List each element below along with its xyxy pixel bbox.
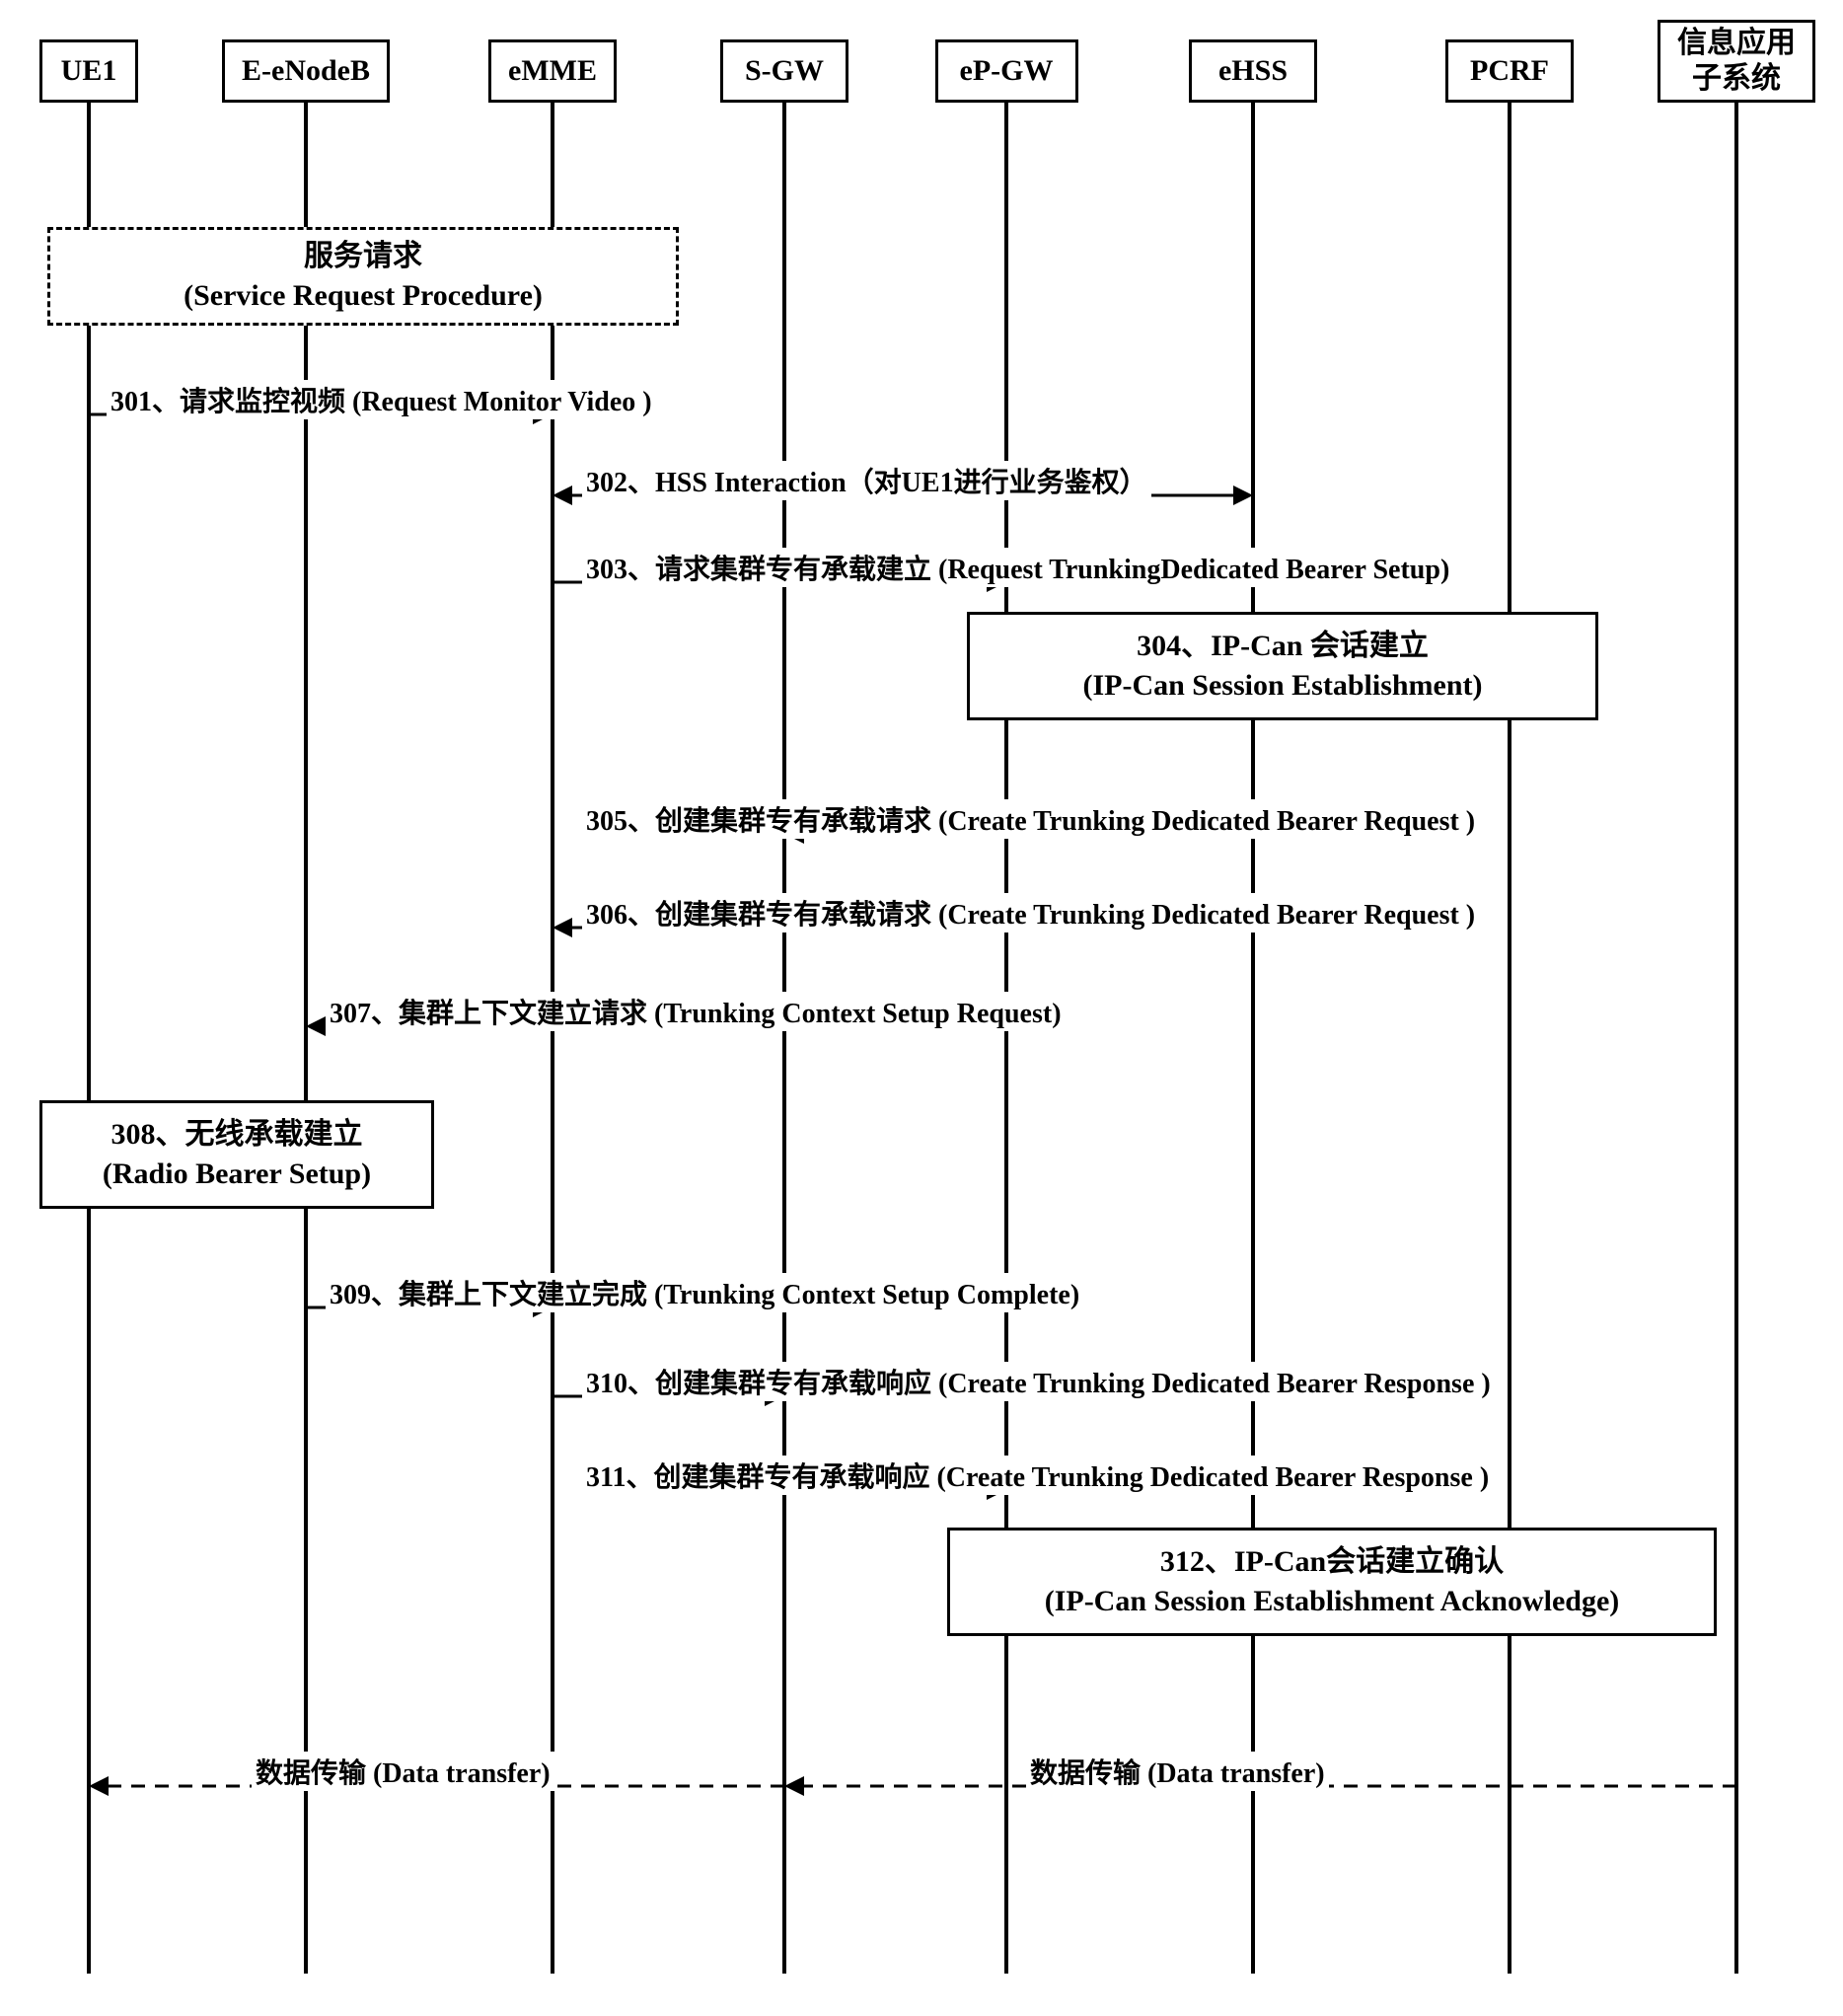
actor-epgw: eP-GW	[935, 39, 1078, 103]
box-srv-req: 服务请求(Service Request Procedure)	[47, 227, 679, 326]
actor-emme: eMME	[488, 39, 617, 103]
lifeline-pcrf	[1508, 103, 1511, 1974]
arrow-label-dt2: 数据传输 (Data transfer)	[1026, 1752, 1329, 1791]
lifeline-app	[1734, 103, 1738, 1974]
arrow-label-a310: 310、创建集群专有承载响应 (Create Trunking Dedicate…	[582, 1362, 1495, 1401]
arrow-label-a306: 306、创建集群专有承载请求 (Create Trunking Dedicate…	[582, 893, 1479, 933]
arrow-label-a311: 311、创建集群专有承载响应 (Create Trunking Dedicate…	[582, 1456, 1493, 1495]
lifeline-ehss	[1251, 103, 1255, 1974]
arrow-label-dt1: 数据传输 (Data transfer)	[252, 1752, 554, 1791]
actor-sgw: S-GW	[720, 39, 848, 103]
lifeline-ue1	[87, 103, 91, 1974]
box-ipcan2: 312、IP-Can会话建立确认(IP-Can Session Establis…	[947, 1528, 1717, 1636]
arrow-label-a309: 309、集群上下文建立完成 (Trunking Context Setup Co…	[326, 1273, 1083, 1312]
arrow-label-a301: 301、请求监控视频 (Request Monitor Video )	[107, 380, 656, 419]
actor-pcrf: PCRF	[1445, 39, 1574, 103]
box-ipcan1: 304、IP-Can 会话建立(IP-Can Session Establish…	[967, 612, 1598, 720]
box-rrb: 308、无线承载建立(Radio Bearer Setup)	[39, 1100, 434, 1209]
sequence-diagram: UE1 E-eNodeB eMME S-GW eP-GW eHSS PCRF 信息应用子系统服…	[20, 20, 1843, 1996]
actor-enb: E-eNodeB	[222, 39, 390, 103]
actor-ue1: UE1	[39, 39, 138, 103]
arrow-label-a307: 307、集群上下文建立请求 (Trunking Context Setup Re…	[326, 992, 1066, 1031]
arrow-label-a305: 305、创建集群专有承载请求 (Create Trunking Dedicate…	[582, 799, 1479, 839]
arrow-label-a302: 302、HSS Interaction（对UE1进行业务鉴权）	[582, 461, 1151, 500]
actor-app: 信息应用子系统	[1658, 20, 1815, 103]
lifeline-epgw	[1004, 103, 1008, 1974]
arrow-label-a303: 303、请求集群专有承载建立 (Request TrunkingDedicate…	[582, 548, 1453, 587]
actor-ehss: eHSS	[1189, 39, 1317, 103]
lifeline-sgw	[782, 103, 786, 1974]
